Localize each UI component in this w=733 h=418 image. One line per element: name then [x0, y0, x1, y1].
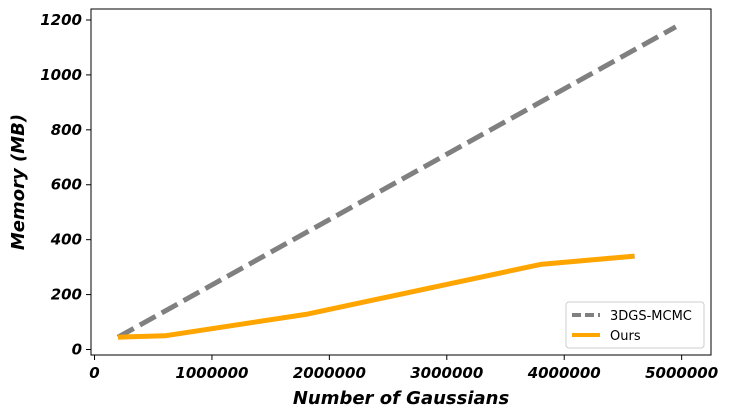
x-tick-label: 5000000 — [645, 364, 718, 382]
series-line-ours — [117, 253, 635, 340]
x-tick-label: 4000000 — [527, 364, 601, 382]
legend-box — [565, 301, 705, 349]
y-tick-label: 600 — [51, 176, 82, 194]
series-line-3dgs-mcmc — [116, 24, 678, 340]
legend: 3DGS-MCMC Ours — [565, 301, 705, 349]
plot-frame — [90, 8, 712, 356]
x-tick-label: 1000000 — [175, 364, 248, 382]
legend-label-ours: Ours — [610, 329, 641, 344]
y-tick-label: 800 — [51, 121, 82, 139]
series-lines — [116, 24, 678, 340]
x-tick-label: 0 — [89, 364, 99, 382]
x-tick-label: 2000000 — [293, 364, 366, 382]
x-axis-label: Number of Gaussians — [293, 388, 510, 409]
y-tick-label: 1200 — [40, 11, 82, 29]
y-tick-label: 1000 — [40, 66, 82, 84]
legend-label-3dgs-mcmc: 3DGS-MCMC — [610, 309, 692, 324]
x-axis-ticks: 0 1000000 2000000 3000000 4000000 5000000 — [89, 355, 718, 382]
x-tick-label: 3000000 — [410, 364, 483, 382]
y-tick-label: 0 — [72, 341, 82, 359]
y-axis-label: Memory (MB) — [8, 114, 29, 250]
y-tick-label: 200 — [51, 286, 82, 304]
y-axis-ticks: 0 200 400 600 800 1000 1200 — [40, 11, 91, 359]
y-tick-label: 400 — [50, 231, 82, 249]
